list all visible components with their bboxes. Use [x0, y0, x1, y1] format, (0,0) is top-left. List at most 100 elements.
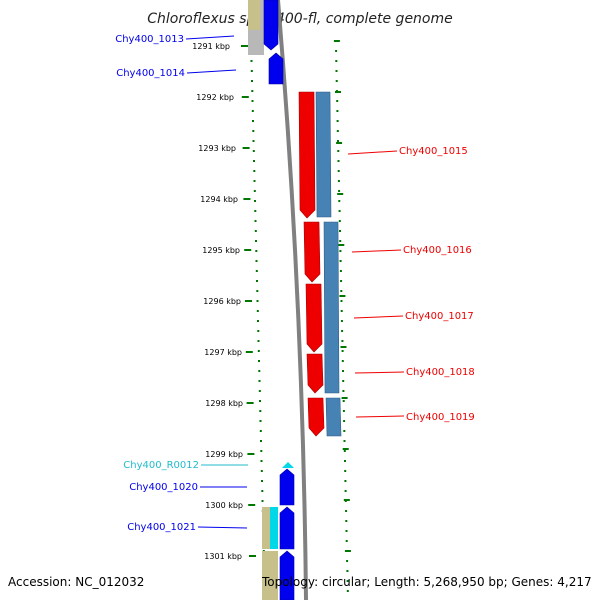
boundary-dot	[252, 120, 254, 122]
boundary-dot	[342, 380, 345, 382]
boundary-dot	[346, 590, 349, 592]
boundary-dot	[252, 150, 255, 152]
boundary-dot	[335, 80, 338, 82]
boundary-dot	[345, 530, 348, 532]
boundary-dot	[335, 60, 338, 62]
axis-tick-label: 1291 kbp	[192, 42, 230, 51]
boundary-dot	[346, 570, 349, 572]
boundary-dash	[343, 499, 350, 501]
axis-tick	[241, 96, 249, 98]
gene-label-chy400-1013: Chy400_1013	[115, 34, 184, 45]
boundary-dot	[254, 220, 257, 222]
axis-tick-label: 1301 kbp	[204, 552, 242, 561]
axis-tick	[242, 147, 250, 149]
axis-tick	[245, 300, 252, 302]
axis-tick-label: 1297 kbp	[204, 348, 242, 357]
boundary-dot	[259, 400, 261, 402]
boundary-dot	[337, 150, 340, 152]
leader-line-chy400-1019	[355, 415, 405, 418]
genome-backbone	[276, 0, 308, 600]
boundary-dot	[340, 280, 343, 282]
axis-tick-label: 1299 kbp	[205, 450, 243, 459]
gene-chy400-1020	[279, 468, 295, 506]
partial-feature-block	[262, 507, 271, 549]
boundary-dash	[344, 550, 351, 552]
boundary-dot	[256, 280, 258, 282]
axis-tick	[245, 351, 253, 353]
boundary-dot	[256, 290, 259, 292]
rna-feature-block	[270, 507, 278, 549]
boundary-dot	[339, 270, 342, 272]
boundary-dot	[253, 180, 256, 182]
boundary-dot	[339, 230, 341, 232]
boundary-dot	[258, 360, 260, 362]
boundary-dash	[338, 244, 345, 246]
leader-line-chy400-1013	[185, 35, 235, 40]
gene-labels: Chy400_1013 Chy400_1014 Chy400_1015 Chy400_…	[115, 34, 475, 533]
boundary-dot	[251, 90, 254, 92]
boundary-dash	[342, 448, 349, 450]
boundary-dot	[338, 210, 341, 212]
boundary-dot	[339, 240, 342, 242]
axis-tick	[241, 45, 248, 47]
homology-block	[325, 397, 342, 437]
leader-line-chy400-1015	[347, 150, 398, 155]
boundary-dot	[337, 180, 340, 182]
boundary-dot	[253, 170, 256, 172]
boundary-dot	[254, 210, 257, 212]
boundary-dash	[341, 397, 348, 399]
boundary-dot	[252, 140, 255, 142]
boundary-dot	[261, 490, 264, 492]
boundary-dot	[341, 350, 344, 352]
axis-tick	[249, 555, 256, 557]
boundary-dot	[254, 200, 256, 202]
map-title: Chloroflexus sp. Y-400-fl, complete geno…	[147, 11, 453, 27]
genome-summary-text: Topology: circular; Length: 5,268,950 bp…	[261, 575, 592, 589]
boundary-dot	[258, 390, 261, 392]
gene-chy400-1014	[268, 52, 284, 85]
boundary-dash	[339, 295, 346, 297]
boundary-dot	[340, 320, 343, 322]
feature-track	[248, 0, 325, 600]
leader-line-chy400-1014	[186, 69, 237, 74]
gene-chy400-1018	[306, 353, 324, 394]
gene-chy400-1013	[263, 0, 279, 51]
axis-tick	[248, 504, 256, 506]
gene-chy400-r0012	[282, 462, 294, 468]
axis-tick-label: 1298 kbp	[205, 399, 243, 408]
axis-tick-label: 1292 kbp	[196, 93, 234, 102]
boundary-dot	[260, 460, 263, 462]
boundary-dot	[337, 140, 339, 142]
gene-label-chy400-1019: Chy400_1019	[406, 412, 475, 423]
partial-feature-block	[248, 0, 260, 30]
boundary-dot	[251, 100, 254, 102]
boundary-dot	[343, 430, 346, 432]
boundary-dot	[344, 470, 347, 472]
boundary-dot	[255, 240, 257, 242]
gene-label-chy400-1015: Chy400_1015	[399, 146, 468, 157]
boundary-dot	[256, 310, 259, 312]
boundary-dot	[345, 510, 348, 512]
boundary-dot	[336, 120, 339, 122]
boundary-dot	[341, 360, 344, 362]
boundary-dot	[336, 100, 339, 102]
boundary-dot	[345, 520, 348, 522]
coordinate-axis: 1291 kbp 1292 kbp 1293 kbp 1294 kbp 1295 kbp…	[192, 42, 256, 561]
boundary-dot	[255, 250, 258, 252]
boundary-dot	[337, 160, 340, 162]
boundary-dot	[251, 80, 253, 82]
boundary-dot	[342, 410, 345, 412]
boundary-dot	[253, 160, 255, 162]
leader-line-chy400-1018	[354, 371, 405, 374]
boundary-dot	[336, 110, 339, 112]
boundary-dot	[259, 420, 262, 422]
boundary-dash	[337, 193, 344, 195]
boundary-dot	[257, 350, 260, 352]
feature-track-dotted-boundaries	[250, 40, 351, 592]
boundary-dot	[344, 480, 347, 482]
boundary-dot	[259, 430, 262, 432]
boundary-dash	[335, 91, 341, 93]
boundary-dot	[342, 370, 344, 372]
gene-chy400-1015	[298, 91, 316, 219]
accession-text: Accession: NC_012032	[8, 575, 144, 589]
